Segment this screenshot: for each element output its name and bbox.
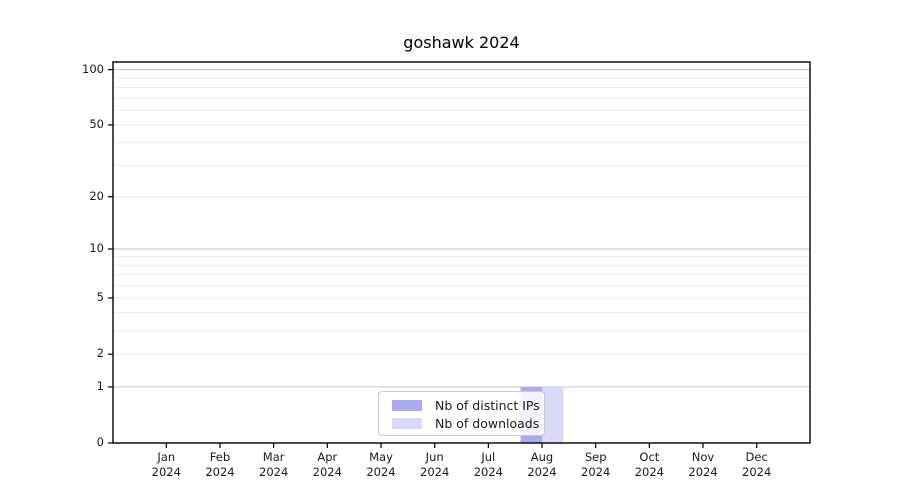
legend-swatch-distinct-ips	[392, 399, 422, 411]
x-tick-label: Oct 2024	[634, 450, 664, 479]
y-tick-label: 0	[96, 435, 104, 449]
x-tick-label: Aug 2024	[527, 450, 557, 479]
y-tick-label: 50	[89, 116, 104, 131]
y-tick-label: 20	[89, 188, 104, 203]
x-tick-label: May 2024	[366, 450, 396, 479]
bar-downloads	[542, 386, 564, 443]
legend-item-downloads: Nb of downloads	[392, 415, 540, 431]
x-tick-label: Apr 2024	[312, 450, 342, 479]
x-tick-label: Jul 2024	[473, 450, 503, 479]
x-tick-label: Jan 2024	[151, 450, 181, 479]
y-tick-label: 2	[96, 346, 104, 361]
x-tick-label: Jun 2024	[420, 450, 450, 479]
plot-border	[112, 61, 811, 444]
x-tick-label: Nov 2024	[688, 450, 718, 479]
x-tick-label: Feb 2024	[205, 450, 235, 479]
y-tick-label: 5	[96, 290, 104, 305]
y-tick-label: 1	[96, 378, 104, 393]
chart-title: goshawk 2024	[403, 33, 520, 52]
y-tick-label: 10	[89, 241, 104, 255]
y-tick-label: 100	[82, 61, 104, 76]
x-tick-label: Mar 2024	[259, 450, 289, 479]
legend: Nb of distinct IPs Nb of downloads	[378, 391, 545, 436]
x-tick-label: Dec 2024	[742, 450, 772, 479]
legend-label-downloads: Nb of downloads	[435, 415, 540, 431]
legend-label-distinct-ips: Nb of distinct IPs	[435, 397, 540, 413]
legend-item-distinct-ips: Nb of distinct IPs	[392, 397, 540, 413]
legend-swatch-downloads	[392, 417, 422, 429]
x-tick-label: Sep 2024	[581, 450, 611, 479]
